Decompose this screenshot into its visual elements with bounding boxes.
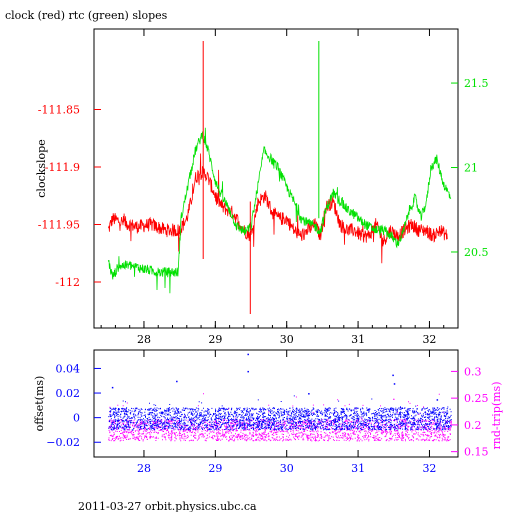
x-tick-label: 28 [137,462,151,475]
series-line-rtc [107,127,452,294]
offset-outlier [247,353,249,356]
offset-outlier [393,383,396,385]
x-tick-label: 32 [422,333,436,346]
y-tick-label: -111.95 [38,219,80,232]
offset-outlier [111,386,114,389]
scatter-points-offset [108,395,452,431]
y2-tick-label: 0.15 [464,446,489,459]
x-tick-label: 32 [422,462,436,475]
y-tick-label: 0.04 [56,362,81,375]
y-tick-label: 0.02 [56,387,81,400]
x-tick-label: 30 [280,333,294,346]
x-tick-label: 30 [280,462,294,475]
y2-tick-label: 21 [464,162,478,175]
y2-axis-label: rnd-trip(ms) [490,382,503,450]
offset-outlier [392,374,394,377]
offset-outlier [308,393,310,395]
y-tick-label: -111.85 [38,104,80,117]
offset-outlier [436,399,439,401]
series-line-clock [107,153,448,264]
footer-text: 2011-03-27 orbit.physics.ubc.ca [78,500,257,512]
offset-outlier [247,370,249,373]
top-plot-frame [93,28,459,329]
y-tick-label: −0.02 [46,436,80,449]
x-tick-label: 29 [208,333,222,346]
x-tick-label: 29 [208,462,222,475]
bottom-plot-frame [93,349,459,458]
y2-tick-label: 0.25 [464,392,489,405]
y2-tick-label: 20.5 [464,246,489,259]
chart-title: clock (red) rtc (green) slopes [5,9,168,22]
y2-tick-label: 21.5 [464,77,489,90]
top-plot: 28 29 30 31 32 -111.85 -111.9 -111.95 -112 21.5 21… [35,28,489,346]
x-tick-label: 28 [137,333,151,346]
y-tick-label: -112 [55,276,80,289]
y2-tick-label: 0.2 [464,419,482,432]
y-axis-label: clockslope [35,139,48,197]
x-tick-label: 31 [351,462,365,475]
y-tick-label: -111.9 [45,161,80,174]
y-axis-label: offset(ms) [33,376,46,432]
bottom-plot: 28 29 30 31 32 0.04 0.02 0 −0.02 0.3 0.25 0.2 0.15 of… [33,349,503,475]
y2-tick-label: 0.3 [464,365,482,378]
offset-outlier [176,380,178,383]
x-tick-label: 31 [351,333,365,346]
y-tick-label: 0 [73,412,80,425]
